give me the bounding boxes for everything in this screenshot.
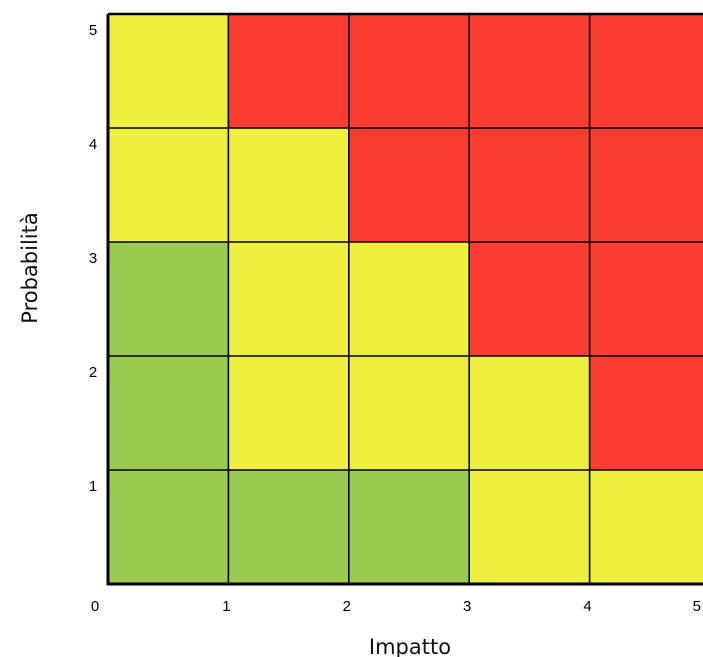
risk-cell-high [469,14,590,128]
risk-cell-high [589,14,703,128]
y-tick-label: 5 [89,22,97,39]
y-axis-title: Probabilità [18,212,42,323]
grid-lines [108,12,703,584]
risk-cell-high [348,128,470,242]
risk-cell-low [108,242,229,356]
risk-cell-medium [348,356,470,470]
x-axis-title: Impatto [369,635,451,657]
risk-cell-low [108,470,229,584]
y-tick-label: 1 [89,478,97,495]
risk-cell-low [228,470,349,584]
risk-cell-high [469,128,590,242]
y-tick-label: 2 [89,364,97,381]
risk-cell-medium [108,128,229,242]
risk-cell-medium [108,14,229,128]
risk-cells [108,14,703,584]
risk-cell-high [589,356,703,470]
risk-cell-medium [589,470,703,584]
y-tick-label: 3 [89,250,97,267]
risk-cell-medium [469,470,590,584]
risk-cell-medium [228,356,349,470]
risk-cell-medium [469,356,590,470]
risk-cell-low [348,470,470,584]
risk-cell-high [228,14,349,128]
risk-cell-high [348,14,470,128]
risk-cell-medium [228,242,349,356]
chart-axes [106,14,703,586]
x-tick-label: 0 [91,598,99,615]
x-tick-label: 2 [343,598,351,615]
y-tick-labels: 1 2 3 4 5 [89,22,97,495]
risk-cell-high [589,128,703,242]
x-tick-label: 3 [463,598,471,615]
y-tick-label: 4 [89,136,97,153]
x-tick-label: 4 [583,598,591,615]
x-tick-label: 1 [222,598,230,615]
risk-cell-medium [228,128,349,242]
x-tick-labels: 0 1 2 3 4 5 [91,598,701,615]
risk-cell-medium [348,242,470,356]
risk-cell-high [589,242,703,356]
x-tick-label: 5 [693,598,701,615]
risk-cell-high [469,242,590,356]
risk-cell-low [108,356,229,470]
